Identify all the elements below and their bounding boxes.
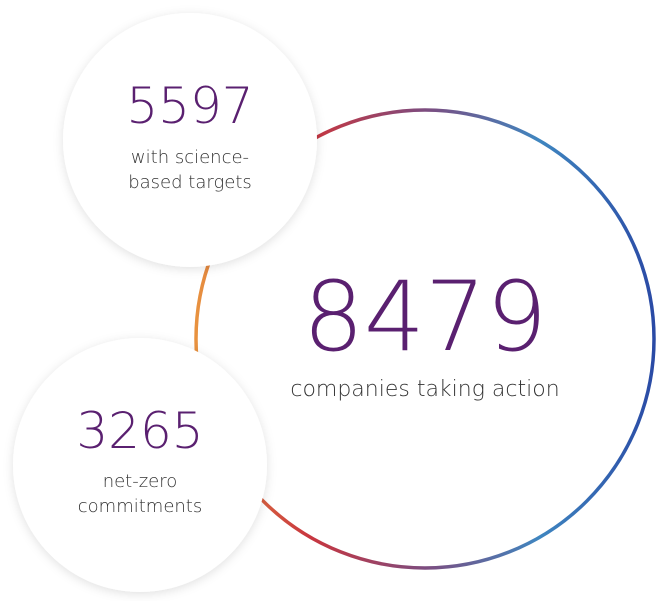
stat-label: net-zero xyxy=(103,471,178,492)
stat-label: commitments xyxy=(78,496,203,517)
ring xyxy=(194,108,656,570)
stat-value: 5597 xyxy=(126,77,253,135)
bubble xyxy=(13,338,267,592)
stat-label: companies taking action xyxy=(290,377,559,402)
stat-value: 3265 xyxy=(76,402,203,460)
stat-value: 8479 xyxy=(303,261,547,373)
stat-label: with science- xyxy=(131,147,249,168)
bubble xyxy=(63,13,317,267)
texts: 8479 companies taking action 5597 with scie… xyxy=(76,77,559,517)
stat-label: based targets xyxy=(128,172,252,193)
